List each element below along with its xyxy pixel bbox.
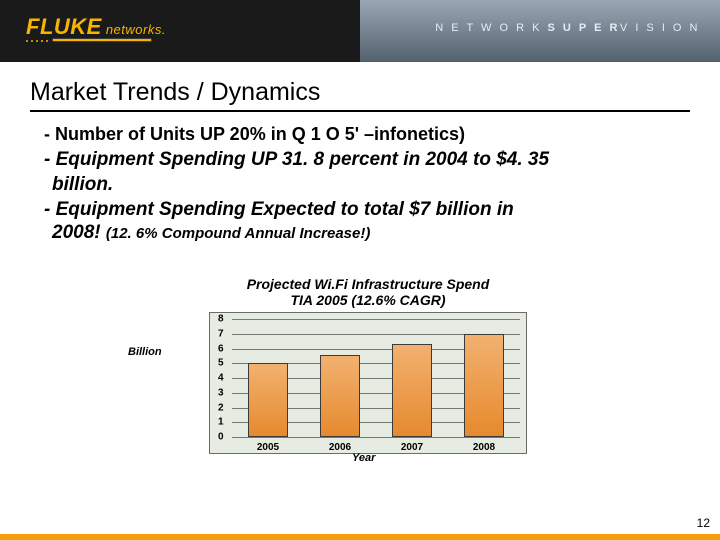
chart-y-tick: 7 — [218, 328, 252, 339]
chart-gridline — [232, 319, 520, 320]
bullet-3-main: 2008! — [52, 222, 106, 243]
dot-icon — [31, 40, 33, 42]
bullet-3-line1: - Equipment Spending Expected to total $… — [44, 198, 664, 221]
chart-y-tick: 2 — [218, 402, 252, 413]
supervision-prefix: N E T W O R K — [435, 22, 542, 34]
chart-panel: 0 1 2 3 4 5 6 7 8 2005 2006 2007 2008 — [209, 312, 527, 454]
dot-icon — [41, 40, 43, 42]
chart-title: Projected Wi.Fi Infrastructure Spend TIA… — [174, 276, 562, 308]
chart-title-line1: Projected Wi.Fi Infrastructure Spend — [247, 276, 490, 292]
bullet-1-bold: - Number of Units UP 20% in Q 1 O 5' –in… — [44, 124, 465, 144]
page-title: Market Trends / Dynamics — [30, 78, 320, 107]
body-text: - Number of Units UP 20% in Q 1 O 5' –in… — [44, 124, 664, 245]
chart-title-line2: TIA 2005 (12.6% CAGR) — [290, 292, 445, 308]
chart-y-tick: 4 — [218, 373, 252, 384]
chart-x-tick: 2008 — [473, 442, 495, 453]
chart-bar — [392, 344, 432, 437]
bullet-1-text: - Number of Units UP 20% in Q 1 O 5' –in… — [44, 124, 465, 144]
supervision-bold: S U P E R — [547, 22, 619, 34]
brand-logo: FLUKE networks. — [26, 14, 166, 40]
chart-x-label: Year — [352, 452, 375, 464]
page-number: 12 — [697, 516, 710, 530]
slide: FLUKE networks. N E T W O R K S U P E RV… — [0, 0, 720, 540]
bullet-3-sub: (12. 6% Compound Annual Increase!) — [106, 225, 371, 242]
supervision-suffix: V I S I O N — [620, 22, 700, 34]
chart-plot-area: 0123456782005200620072008 — [232, 319, 520, 437]
brand-dots-icon — [26, 40, 48, 42]
footer-bar — [0, 534, 720, 540]
dot-icon — [26, 40, 28, 42]
title-rule — [30, 110, 690, 112]
bullet-2-line1: - Equipment Spending UP 31. 8 percent in… — [44, 148, 664, 171]
brand-sub: networks. — [106, 22, 166, 37]
header: FLUKE networks. N E T W O R K S U P E RV… — [0, 0, 720, 62]
brand-underline-icon — [26, 38, 152, 42]
chart-y-tick: 0 — [218, 432, 252, 443]
bullet-1: - Number of Units UP 20% in Q 1 O 5' –in… — [44, 124, 664, 146]
chart-y-tick: 6 — [218, 343, 252, 354]
chart-bar — [464, 334, 504, 437]
chart-x-tick: 2005 — [257, 442, 279, 453]
chart-y-tick: 3 — [218, 387, 252, 398]
dot-icon — [36, 40, 38, 42]
dot-icon — [46, 40, 48, 42]
chart-y-tick: 1 — [218, 417, 252, 428]
chart-y-tick: 5 — [218, 358, 252, 369]
bullet-2-line2: billion. — [44, 173, 664, 196]
chart-y-label: Billion — [128, 346, 162, 358]
chart-bar — [248, 363, 288, 437]
brand-main: FLUKE — [26, 14, 102, 40]
chart-x-tick: 2007 — [401, 442, 423, 453]
chart-x-tick: 2006 — [329, 442, 351, 453]
chart-y-tick: 8 — [218, 314, 252, 325]
bullet-3-line2: 2008! (12. 6% Compound Annual Increase!) — [44, 221, 664, 244]
supervision-text: N E T W O R K S U P E RV I S I O N — [435, 22, 700, 34]
brand-bar-icon — [52, 38, 152, 42]
chart-bar — [320, 355, 360, 438]
chart-gridline — [232, 437, 520, 438]
